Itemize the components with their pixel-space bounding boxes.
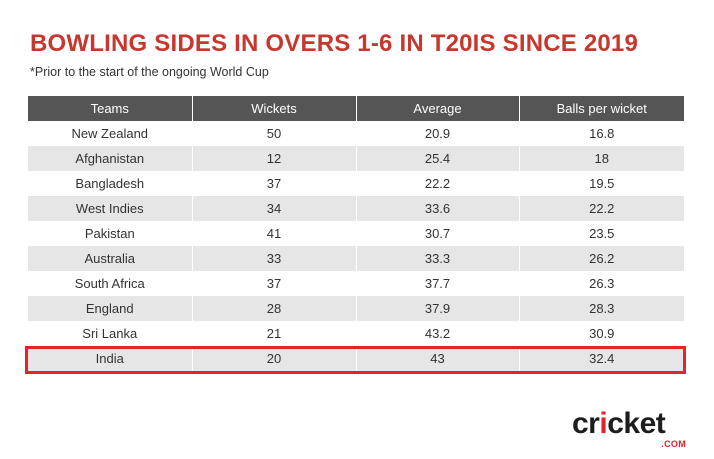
cell-wickets: 28 xyxy=(192,296,357,321)
cell-balls-per-wicket: 22.2 xyxy=(519,196,684,221)
table-row: Sri Lanka 21 43.2 30.9 xyxy=(28,321,684,346)
logo-ball-letter: i xyxy=(599,407,608,440)
page-subtitle: *Prior to the start of the ongoing World… xyxy=(30,65,269,79)
cell-balls-per-wicket: 26.2 xyxy=(519,246,684,271)
cell-average: 43.2 xyxy=(356,321,520,346)
header-wickets: Wickets xyxy=(192,96,357,121)
cell-wickets: 34 xyxy=(192,196,357,221)
logo-wordmark: cricket xyxy=(572,407,666,440)
cell-average: 43 xyxy=(356,346,520,371)
logo-word-start: cr xyxy=(572,407,600,440)
table-row-highlighted: India 20 43 32.4 xyxy=(28,346,684,371)
table-row: New Zealand 50 20.9 16.8 xyxy=(28,121,684,146)
table-header-row: Teams Wickets Average Balls per wicket xyxy=(28,96,684,121)
cell-team: Bangladesh xyxy=(28,171,193,196)
cell-average: 20.9 xyxy=(356,121,520,146)
cell-team: South Africa xyxy=(28,271,193,296)
header-balls-per-wicket: Balls per wicket xyxy=(519,96,684,121)
cell-balls-per-wicket: 30.9 xyxy=(519,321,684,346)
cell-average: 22.2 xyxy=(356,171,520,196)
cell-wickets: 12 xyxy=(192,146,357,171)
cell-balls-per-wicket: 16.8 xyxy=(519,121,684,146)
page-title: BOWLING SIDES IN OVERS 1-6 IN T20IS SINC… xyxy=(30,30,639,57)
cell-team: Pakistan xyxy=(28,221,193,246)
cell-balls-per-wicket: 26.3 xyxy=(519,271,684,296)
cell-wickets: 33 xyxy=(192,246,357,271)
logo-suffix: .COM xyxy=(661,439,686,449)
cell-team: Australia xyxy=(28,246,193,271)
cell-average: 33.3 xyxy=(356,246,520,271)
cell-team: West Indies xyxy=(28,196,193,221)
cell-wickets: 41 xyxy=(192,221,357,246)
cell-average: 30.7 xyxy=(356,221,520,246)
cell-balls-per-wicket: 28.3 xyxy=(519,296,684,321)
cell-balls-per-wicket: 32.4 xyxy=(519,346,684,371)
cell-team: New Zealand xyxy=(28,121,193,146)
cell-balls-per-wicket: 18 xyxy=(519,146,684,171)
cell-wickets: 50 xyxy=(192,121,357,146)
cell-average: 33.6 xyxy=(356,196,520,221)
cell-wickets: 37 xyxy=(192,171,357,196)
cell-balls-per-wicket: 23.5 xyxy=(519,221,684,246)
header-average: Average xyxy=(356,96,520,121)
table-row: West Indies 34 33.6 22.2 xyxy=(28,196,684,221)
bowling-stats-table: Teams Wickets Average Balls per wicket N… xyxy=(28,96,684,371)
cell-wickets: 37 xyxy=(192,271,357,296)
table-row: Bangladesh 37 22.2 19.5 xyxy=(28,171,684,196)
cell-team: Afghanistan xyxy=(28,146,193,171)
table-row: Afghanistan 12 25.4 18 xyxy=(28,146,684,171)
table-row: Australia 33 33.3 26.2 xyxy=(28,246,684,271)
cell-balls-per-wicket: 19.5 xyxy=(519,171,684,196)
cell-average: 37.7 xyxy=(356,271,520,296)
logo-word-end: cket xyxy=(607,407,666,440)
cell-average: 37.9 xyxy=(356,296,520,321)
cell-wickets: 20 xyxy=(192,346,357,371)
cricket-com-logo: cricket .COM xyxy=(572,407,690,450)
table-row: Pakistan 41 30.7 23.5 xyxy=(28,221,684,246)
cell-wickets: 21 xyxy=(192,321,357,346)
cell-team: Sri Lanka xyxy=(28,321,193,346)
cell-average: 25.4 xyxy=(356,146,520,171)
header-teams: Teams xyxy=(28,96,193,121)
table-row: South Africa 37 37.7 26.3 xyxy=(28,271,684,296)
table-row: England 28 37.9 28.3 xyxy=(28,296,684,321)
cell-team: India xyxy=(28,346,193,371)
cell-team: England xyxy=(28,296,193,321)
